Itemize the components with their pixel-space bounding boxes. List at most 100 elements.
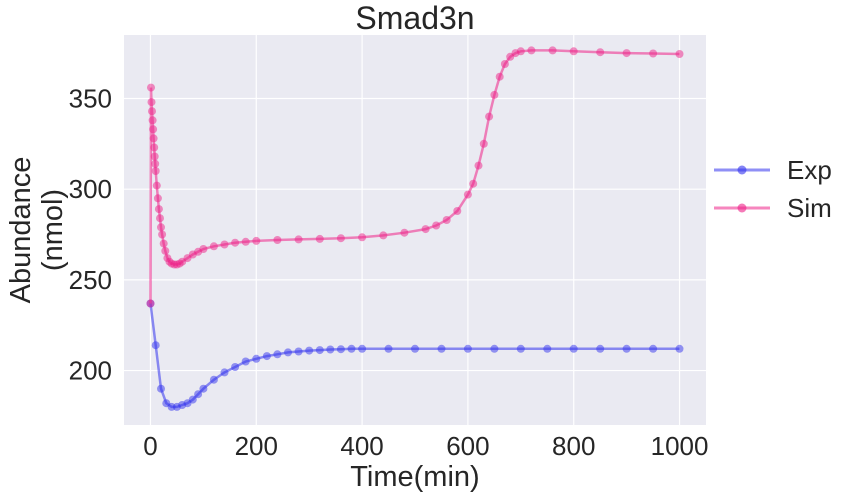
- data-point-sim: [485, 112, 494, 121]
- y-axis-label-line2: (nmol): [37, 189, 69, 271]
- data-point-exp: [209, 375, 218, 384]
- data-point-sim: [336, 234, 345, 243]
- data-point-exp: [336, 345, 345, 354]
- data-point-exp: [241, 357, 250, 366]
- chart-title: Smad3n: [355, 0, 474, 36]
- data-point-exp: [326, 345, 335, 354]
- x-tick-label: 400: [340, 431, 383, 461]
- data-point-exp: [188, 395, 197, 404]
- data-point-sim: [156, 214, 164, 223]
- data-point-sim: [495, 72, 504, 81]
- data-point-exp: [411, 344, 419, 353]
- data-point-exp: [262, 352, 271, 361]
- data-point-exp: [622, 344, 631, 353]
- data-point-sim: [147, 83, 155, 92]
- data-point-exp: [649, 344, 658, 353]
- data-point-sim: [152, 181, 161, 190]
- legend-item-sim: Sim: [714, 193, 832, 223]
- data-point-exp: [437, 344, 446, 353]
- data-point-sim: [358, 233, 367, 242]
- data-point-sim: [675, 50, 684, 58]
- data-point-sim: [474, 161, 483, 170]
- data-point-sim: [548, 46, 557, 55]
- data-point-sim: [148, 107, 156, 116]
- y-axis-label-line1: Abundance: [5, 157, 37, 304]
- data-point-exp: [231, 363, 240, 371]
- data-point-sim: [231, 238, 240, 247]
- data-point-sim: [463, 190, 472, 199]
- data-point-sim: [421, 225, 430, 234]
- x-tick-label: 0: [143, 431, 157, 461]
- data-point-exp: [273, 350, 282, 359]
- x-tick-label: 800: [552, 431, 595, 461]
- data-point-exp: [157, 384, 165, 393]
- series-exp: [146, 299, 684, 411]
- data-point-sim: [147, 98, 156, 107]
- data-point-sim: [148, 116, 157, 125]
- x-axis-label: Time(min): [350, 461, 479, 493]
- data-point-sim: [500, 60, 509, 68]
- series-layer: [146, 46, 684, 411]
- legend-label-exp: Exp: [787, 155, 832, 185]
- data-point-exp: [596, 344, 605, 353]
- data-point-sim: [432, 221, 441, 230]
- series-sim: [146, 46, 684, 308]
- data-point-exp: [151, 341, 160, 350]
- data-point-sim: [150, 152, 159, 161]
- data-point-sim: [158, 230, 167, 239]
- data-point-exp: [358, 344, 367, 353]
- x-tick-label: 200: [235, 431, 278, 461]
- data-point-sim: [596, 48, 605, 57]
- data-point-exp: [220, 368, 229, 377]
- data-point-exp: [252, 354, 261, 363]
- y-tick-label: 300: [69, 174, 112, 204]
- data-point-sim: [569, 47, 578, 56]
- legend: Exp Sim: [714, 155, 832, 223]
- x-tick-label: 600: [446, 431, 489, 461]
- data-point-exp: [347, 344, 356, 353]
- data-point-sim: [294, 235, 303, 244]
- data-point-exp: [675, 344, 684, 353]
- data-point-sim: [153, 194, 162, 203]
- data-point-sim: [150, 143, 159, 152]
- data-point-exp: [284, 348, 292, 357]
- data-point-sim: [149, 134, 158, 143]
- tick-labels: 0 200 400 600 800 1000 200 250 300 350: [69, 83, 709, 461]
- data-point-exp: [194, 390, 203, 399]
- legend-item-exp: Exp: [714, 155, 832, 185]
- data-point-sim: [379, 231, 388, 240]
- data-point-sim: [159, 239, 168, 248]
- data-point-sim: [469, 179, 478, 188]
- data-point-exp: [569, 344, 578, 353]
- legend-label-sim: Sim: [787, 193, 832, 223]
- data-point-sim: [453, 207, 462, 215]
- data-point-sim: [151, 159, 160, 168]
- data-point-sim: [151, 167, 160, 175]
- data-point-exp: [463, 344, 472, 353]
- data-point-sim: [252, 236, 261, 245]
- y-tick-label: 200: [69, 356, 112, 386]
- data-point-exp: [490, 344, 499, 353]
- data-point-exp: [315, 346, 324, 355]
- data-point-sim: [649, 49, 658, 58]
- data-point-exp: [294, 347, 303, 356]
- data-point-sim: [220, 240, 229, 249]
- data-point-sim: [157, 223, 165, 232]
- data-point-sim: [527, 46, 536, 55]
- data-point-exp: [516, 344, 525, 353]
- data-point-sim: [400, 228, 409, 237]
- data-point-sim: [479, 139, 488, 148]
- data-point-sim: [273, 236, 282, 244]
- data-point-sim: [490, 90, 499, 99]
- y-tick-label: 250: [69, 265, 112, 295]
- data-point-sim: [199, 245, 208, 253]
- series-line-sim: [149, 49, 680, 304]
- data-point-sim: [146, 299, 155, 308]
- data-point-sim: [315, 234, 324, 243]
- data-point-sim: [209, 242, 218, 251]
- data-point-exp: [305, 346, 314, 355]
- data-point-exp: [384, 344, 393, 353]
- data-point-exp: [199, 384, 208, 393]
- y-tick-label: 350: [69, 83, 112, 113]
